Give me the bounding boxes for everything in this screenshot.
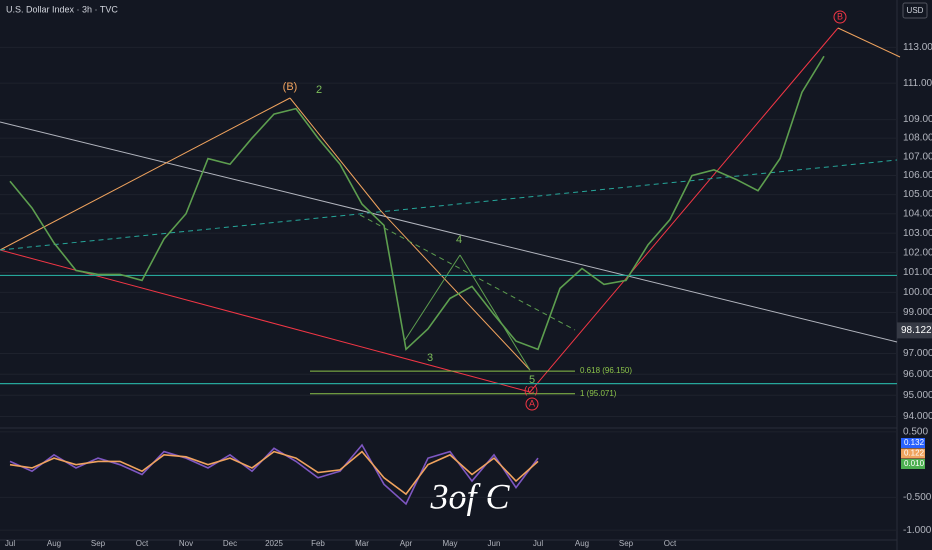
trend-line (0, 121, 898, 343)
trend-line (459, 254, 531, 371)
wave-label: A (529, 398, 535, 408)
fib-label: 1 (95.071) (580, 389, 617, 398)
wave-label: 4 (456, 234, 462, 246)
osc-tag (901, 448, 925, 459)
osc-tag-label: 0.010 (904, 459, 925, 468)
osc-tag-label: 0.132 (904, 438, 925, 447)
x-tick-label: Jul (5, 539, 15, 548)
y-tick-label: 94.000 (903, 411, 932, 422)
y-tick-label: 97.000 (903, 348, 932, 359)
x-tick-label: Oct (136, 539, 149, 548)
wave-label: 2 (316, 84, 322, 96)
wave-circle (525, 397, 539, 411)
y-tick-label: 111.000 (903, 78, 932, 89)
oscillator-line (9, 450, 539, 496)
x-tick-label: Mar (355, 539, 369, 548)
x-tick-label: Aug (47, 539, 61, 548)
trend-line (379, 209, 531, 371)
y-tick-label: 113.000 (903, 42, 932, 53)
y-tick-label: 105.000 (903, 189, 932, 200)
x-tick-label: Dec (223, 539, 237, 548)
x-tick-label: Oct (664, 539, 677, 548)
y-tick-label: 0.500 (903, 427, 928, 438)
trend-line (0, 97, 291, 251)
chart-title: U.S. Dollar Index · 3h · TVC (6, 4, 118, 14)
wave-label: 3of C (429, 476, 510, 516)
x-tick-label: Jun (488, 539, 501, 548)
x-tick-label: Sep (91, 539, 106, 548)
y-tick-label: 95.000 (903, 390, 932, 401)
currency-box (902, 2, 928, 19)
wave-label: B (837, 11, 843, 21)
y-tick-label: 102.000 (903, 247, 932, 258)
x-tick-label: 2025 (265, 539, 283, 548)
y-tick-label: 96.000 (903, 369, 932, 380)
wave-circle (833, 10, 847, 24)
osc-tag-label: 0.122 (904, 449, 925, 458)
y-tick-label: 101.000 (903, 267, 932, 278)
y-tick-label: 109.000 (903, 114, 932, 125)
x-tick-label: Sep (619, 539, 634, 548)
oscillator-line (9, 443, 539, 506)
trend-line (837, 27, 901, 58)
y-tick-label: -0.500 (903, 492, 932, 503)
y-tick-label: 106.000 (903, 170, 932, 181)
price-line (9, 55, 825, 351)
y-tick-label: 100.000 (903, 287, 932, 298)
x-tick-label: May (442, 539, 457, 548)
x-tick-label: Aug (575, 539, 589, 548)
x-tick-label: Jul (533, 539, 543, 548)
x-tick-label: Nov (179, 539, 193, 548)
y-tick-label: 99.000 (903, 307, 932, 318)
y-tick-label: 108.000 (903, 133, 932, 144)
trend-line (359, 214, 576, 331)
price-tag (897, 322, 932, 339)
wave-label: 5 (529, 374, 535, 386)
osc-tag (901, 459, 925, 469)
wave-label: (B) (283, 81, 298, 93)
x-tick-label: Apr (400, 539, 413, 548)
price-tag-label: 98.122 (901, 325, 932, 336)
y-tick-label: 107.000 (903, 151, 932, 162)
trend-line (0, 159, 898, 251)
trend-line (0, 249, 531, 393)
osc-tag (901, 438, 925, 448)
trend-line (289, 97, 381, 211)
trend-line (404, 254, 461, 341)
wave-label: (C) (524, 386, 538, 397)
currency: USD (907, 6, 924, 15)
wave-label: 3 (427, 352, 433, 364)
x-tick-label: Feb (311, 539, 325, 548)
y-tick-label: -1.000 (903, 525, 932, 536)
y-tick-label: 104.000 (903, 208, 932, 219)
trend-line (529, 27, 839, 393)
fib-label: 0.618 (96.150) (580, 366, 632, 375)
y-tick-label: 103.000 (903, 228, 932, 239)
